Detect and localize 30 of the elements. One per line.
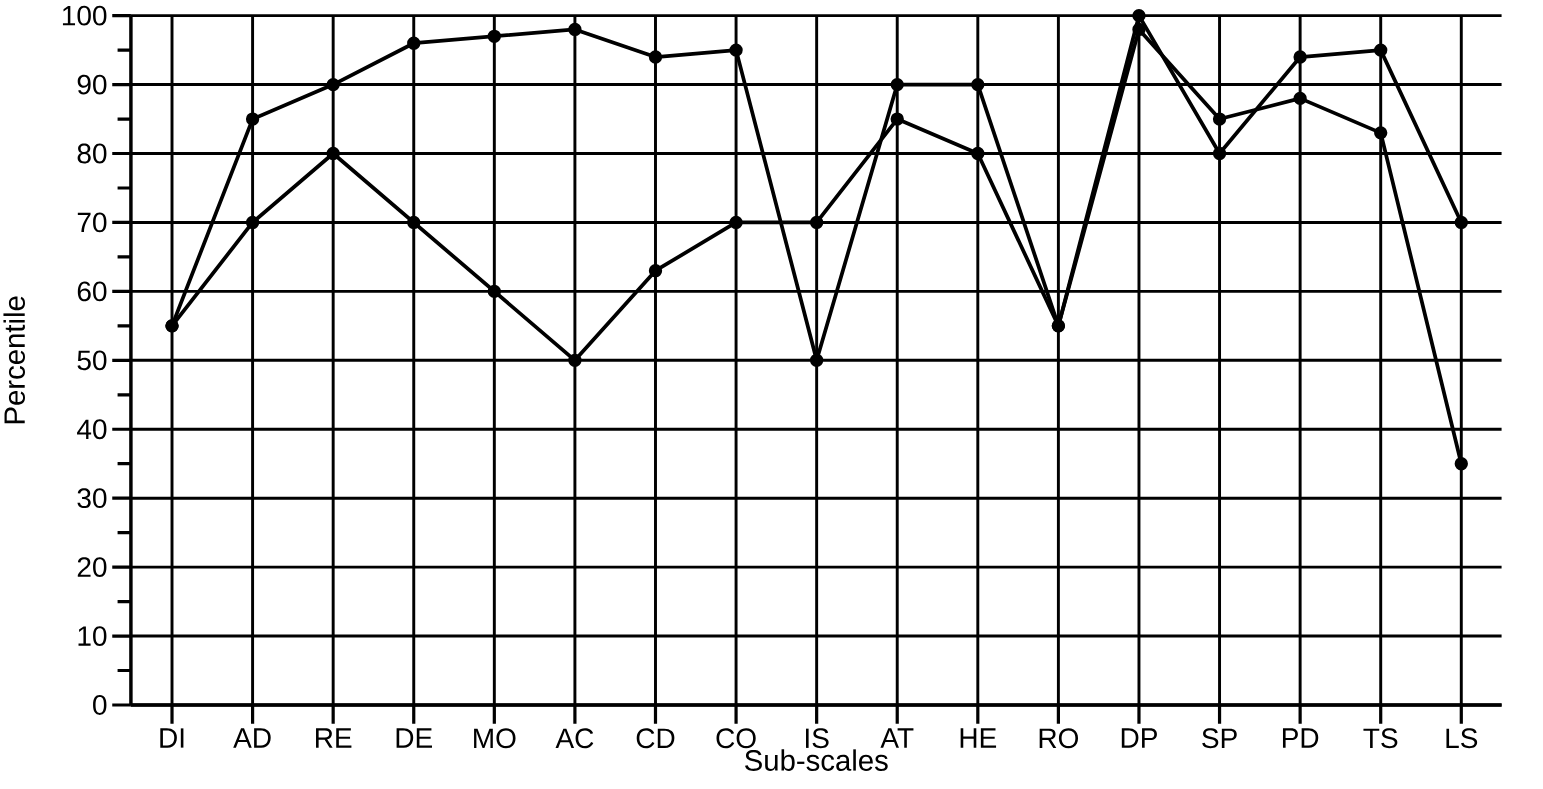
x-tick-label: DP: [1121, 728, 1157, 748]
x-tick-label: CD: [636, 728, 675, 749]
y-axis-title: Percentile: [3, 296, 26, 424]
x-tick-label: PD: [1282, 728, 1319, 748]
y-tick-label: 40: [77, 419, 107, 440]
y-tick-label: 60: [77, 281, 107, 302]
x-tick-label: MO: [474, 728, 516, 749]
x-tick-label: AD: [233, 728, 271, 748]
x-tick-label: RO: [1039, 728, 1079, 749]
x-tick-label: SP: [1202, 728, 1237, 749]
x-tick-label: LS: [1446, 728, 1478, 749]
y-tick-label: 90: [77, 74, 107, 95]
y-tick-label: 10: [78, 626, 107, 646]
y-tick-label: 70: [77, 212, 107, 233]
x-tick-label: DE: [396, 728, 432, 748]
x-tick-label: DI: [160, 728, 184, 748]
y-tick-label: 50: [77, 350, 107, 371]
y-tick-label: 80: [77, 143, 107, 164]
y-tick-label: 30: [77, 488, 107, 509]
x-tick-label: HE: [960, 728, 997, 748]
x-tick-label: RE: [316, 728, 352, 748]
y-tick-label: 20: [77, 557, 107, 578]
y-tick-label: 0: [93, 695, 107, 715]
x-tick-label: AC: [555, 728, 594, 749]
x-tick-label: CO: [716, 728, 756, 749]
x-tick-label: IS: [806, 728, 829, 749]
x-axis-title: Sub-scales: [745, 749, 888, 771]
x-tick-label: TS: [1363, 728, 1398, 749]
x-tick-label: AT: [880, 728, 914, 748]
y-tick-label: 100: [62, 5, 107, 26]
